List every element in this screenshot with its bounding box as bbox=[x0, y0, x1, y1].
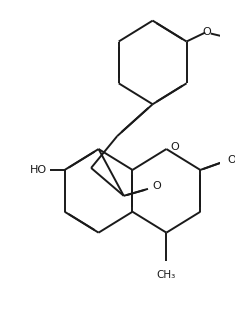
Text: O: O bbox=[203, 26, 212, 37]
Text: O: O bbox=[152, 181, 161, 191]
Text: O: O bbox=[170, 142, 179, 152]
Text: CH₃: CH₃ bbox=[157, 271, 176, 281]
Text: HO: HO bbox=[30, 165, 47, 175]
Text: O: O bbox=[228, 155, 235, 165]
